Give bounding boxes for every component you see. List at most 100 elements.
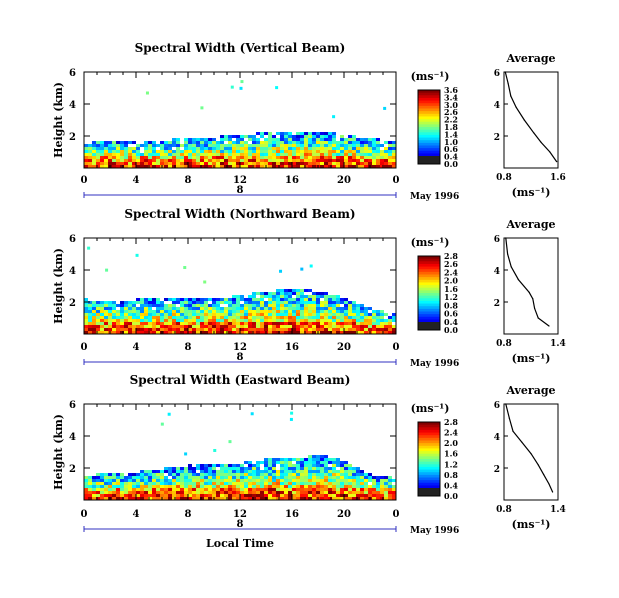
heatmap-cell <box>244 301 248 304</box>
heatmap-cell <box>372 138 376 141</box>
heatmap-cell <box>148 485 152 488</box>
heatmap-cell <box>84 491 88 494</box>
heatmap-cell <box>128 162 132 165</box>
y-tick-label: 6 <box>69 400 76 411</box>
heatmap-cell <box>348 156 352 159</box>
heatmap-cell <box>240 494 244 497</box>
heatmap-cell <box>348 473 352 476</box>
heatmap-cell <box>108 325 112 328</box>
heatmap-cell <box>104 313 108 316</box>
heatmap-cell <box>200 491 204 494</box>
heatmap-cell <box>188 138 192 141</box>
heatmap-cell <box>348 464 352 467</box>
heatmap-cell <box>272 316 276 319</box>
heatmap-cell <box>108 322 112 325</box>
heatmap-cell <box>340 135 344 138</box>
heatmap-cell <box>264 313 268 316</box>
heatmap-cell <box>204 156 208 159</box>
heatmap-cell <box>232 488 236 491</box>
heatmap-cell <box>144 310 148 313</box>
heatmap-cell <box>276 156 280 159</box>
heatmap-cell <box>128 331 132 334</box>
heatmap-cell <box>136 497 140 500</box>
heatmap-cells <box>84 411 396 500</box>
heatmap-cell <box>228 464 232 467</box>
colorbar-swatch <box>418 266 440 270</box>
heatmap-cell <box>284 470 288 473</box>
heatmap-cell <box>136 147 140 150</box>
heatmap-cell <box>168 159 172 162</box>
heatmap-cell <box>240 159 244 162</box>
heatmap-cell <box>208 165 212 168</box>
colorbar-tick-label: 2.4 <box>444 267 458 277</box>
heatmap-cell <box>224 328 228 331</box>
heatmap-cell <box>388 150 392 153</box>
heatmap-cell <box>96 473 100 476</box>
heatmap-cell <box>224 153 228 156</box>
heatmap-cell <box>116 479 120 482</box>
heatmap-cell <box>352 322 356 325</box>
heatmap-cell <box>388 485 392 488</box>
heatmap-cell <box>340 491 344 494</box>
heatmap-cell <box>136 476 140 479</box>
heatmap-cell <box>256 467 260 470</box>
heatmap-cell <box>232 325 236 328</box>
heatmap-cell <box>216 482 220 485</box>
heatmap-cell <box>144 491 148 494</box>
heatmap-cell <box>292 289 296 292</box>
heatmap-cell <box>196 159 200 162</box>
heatmap-cell <box>312 479 316 482</box>
heatmap-cell <box>360 319 364 322</box>
heatmap-cell <box>104 150 108 153</box>
heatmap-cell <box>104 325 108 328</box>
heatmap-cell <box>152 301 156 304</box>
heatmap-cell <box>244 476 248 479</box>
heatmap-cell <box>324 494 328 497</box>
heatmap-cell <box>244 470 248 473</box>
heatmap-cell <box>140 313 144 316</box>
heatmap-cell <box>96 319 100 322</box>
heatmap-cell <box>204 307 208 310</box>
heatmap-cell <box>292 467 296 470</box>
heatmap-cell <box>308 461 312 464</box>
heatmap-cell <box>260 491 264 494</box>
heatmap-cell <box>312 298 316 301</box>
heatmap-cell <box>108 328 112 331</box>
colorbar-swatch <box>418 134 440 139</box>
heatmap-cell <box>292 304 296 307</box>
heatmap-cell <box>232 141 236 144</box>
heatmap-cell <box>104 488 108 491</box>
x-tick-label: 16 <box>285 509 299 520</box>
heatmap-cell <box>256 132 260 135</box>
heatmap-cell <box>276 295 280 298</box>
x-axis-label: Local Time <box>206 537 274 550</box>
heatmap-cell <box>280 144 284 147</box>
heatmap-cell <box>172 482 176 485</box>
heatmap-cell <box>204 464 208 467</box>
heatmap-cell <box>92 325 96 328</box>
heatmap-cell <box>352 497 356 500</box>
heatmap-cell <box>116 482 120 485</box>
heatmap-cell <box>276 144 280 147</box>
heatmap-cell <box>136 150 140 153</box>
heatmap-cell <box>184 328 188 331</box>
heatmap-cell <box>140 144 144 147</box>
heatmap-cell <box>108 482 112 485</box>
heatmap-cell <box>324 491 328 494</box>
colorbar-swatch <box>418 314 440 318</box>
heatmap-cell <box>284 301 288 304</box>
heatmap-cell <box>148 319 152 322</box>
heatmap-cell <box>248 298 252 301</box>
heatmap-cell <box>260 482 264 485</box>
heatmap-cell <box>280 476 284 479</box>
heatmap-cell <box>240 322 244 325</box>
heatmap-cell <box>140 316 144 319</box>
heatmap-cell <box>372 159 376 162</box>
heatmap-cell <box>272 307 276 310</box>
heatmap-cell <box>260 132 264 135</box>
heatmap-cell <box>196 301 200 304</box>
heatmap-cell <box>260 165 264 168</box>
heatmap-cell <box>224 494 228 497</box>
heatmap-cell <box>188 147 192 150</box>
average-line <box>505 237 550 327</box>
